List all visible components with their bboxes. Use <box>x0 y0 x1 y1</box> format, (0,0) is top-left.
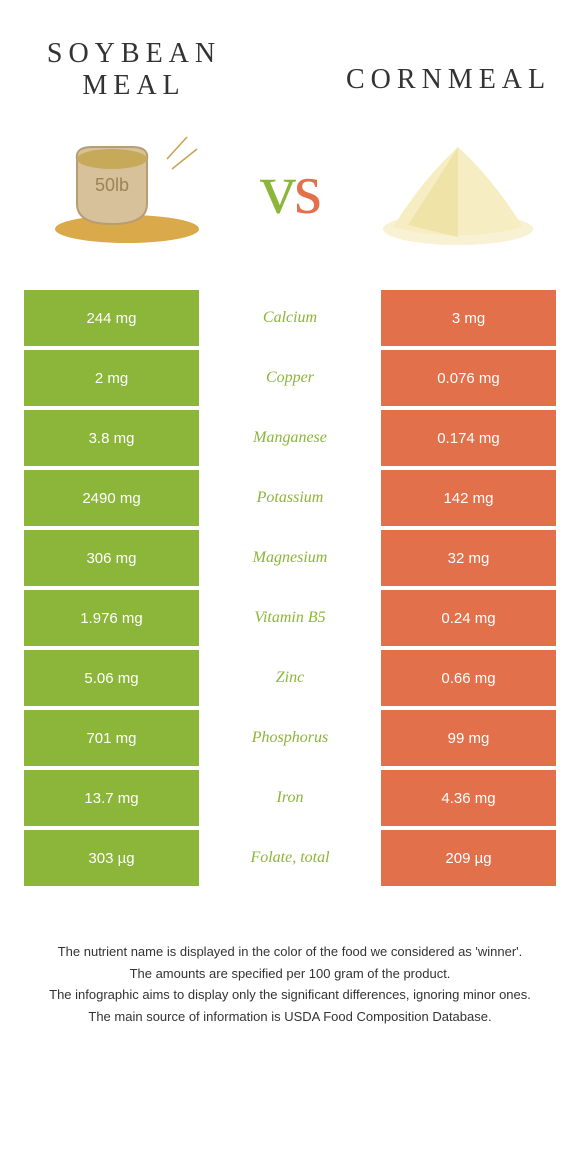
right-value-cell: 3 mg <box>381 290 556 346</box>
table-row: 3.8 mgManganese0.174 mg <box>24 410 556 466</box>
svg-text:50lb: 50lb <box>95 175 129 195</box>
soybean-meal-image: 50lb <box>32 124 212 254</box>
table-row: 13.7 mgIron4.36 mg <box>24 770 556 826</box>
right-value-cell: 142 mg <box>381 470 556 526</box>
table-row: 5.06 mgZinc0.66 mg <box>24 650 556 706</box>
right-value-cell: 0.24 mg <box>381 590 556 646</box>
left-food-title: Soybean meal <box>34 38 234 102</box>
footer-line-1: The nutrient name is displayed in the co… <box>34 942 546 962</box>
table-row: 244 mgCalcium3 mg <box>24 290 556 346</box>
right-value-cell: 4.36 mg <box>381 770 556 826</box>
nutrient-name-cell: Copper <box>199 350 381 406</box>
table-row: 2 mgCopper0.076 mg <box>24 350 556 406</box>
right-food-title: Cornmeal <box>346 64 546 96</box>
nutrient-name-cell: Phosphorus <box>199 710 381 766</box>
vs-label: vs <box>260 148 320 231</box>
table-row: 306 mgMagnesium32 mg <box>24 530 556 586</box>
header-row: Soybean meal Cornmeal <box>24 20 556 112</box>
cornmeal-pile-icon <box>373 129 543 249</box>
nutrient-name-cell: Iron <box>199 770 381 826</box>
table-row: 2490 mgPotassium142 mg <box>24 470 556 526</box>
footer-text: The nutrient name is displayed in the co… <box>24 942 556 1026</box>
nutrient-name-cell: Potassium <box>199 470 381 526</box>
left-value-cell: 1.976 mg <box>24 590 199 646</box>
nutrient-name-cell: Manganese <box>199 410 381 466</box>
left-value-cell: 701 mg <box>24 710 199 766</box>
right-value-cell: 209 µg <box>381 830 556 886</box>
right-value-cell: 0.076 mg <box>381 350 556 406</box>
vs-s-letter: s <box>294 149 320 229</box>
right-value-cell: 0.174 mg <box>381 410 556 466</box>
table-row: 701 mgPhosphorus99 mg <box>24 710 556 766</box>
soybean-sack-icon: 50lb <box>37 129 207 249</box>
right-value-cell: 32 mg <box>381 530 556 586</box>
left-value-cell: 5.06 mg <box>24 650 199 706</box>
left-value-cell: 2490 mg <box>24 470 199 526</box>
footer-line-2: The amounts are specified per 100 gram o… <box>34 964 546 984</box>
left-value-cell: 303 µg <box>24 830 199 886</box>
table-row: 1.976 mgVitamin B50.24 mg <box>24 590 556 646</box>
nutrient-name-cell: Vitamin B5 <box>199 590 381 646</box>
table-row: 303 µgFolate, total209 µg <box>24 830 556 886</box>
vs-row: 50lb vs <box>24 112 556 290</box>
comparison-table: 244 mgCalcium3 mg2 mgCopper0.076 mg3.8 m… <box>24 290 556 886</box>
nutrient-name-cell: Calcium <box>199 290 381 346</box>
left-value-cell: 13.7 mg <box>24 770 199 826</box>
left-value-cell: 3.8 mg <box>24 410 199 466</box>
right-value-cell: 99 mg <box>381 710 556 766</box>
left-value-cell: 2 mg <box>24 350 199 406</box>
nutrient-name-cell: Folate, total <box>199 830 381 886</box>
right-value-cell: 0.66 mg <box>381 650 556 706</box>
cornmeal-image <box>368 124 548 254</box>
left-value-cell: 306 mg <box>24 530 199 586</box>
footer-line-4: The main source of information is USDA F… <box>34 1007 546 1027</box>
left-value-cell: 244 mg <box>24 290 199 346</box>
nutrient-name-cell: Magnesium <box>199 530 381 586</box>
footer-line-3: The infographic aims to display only the… <box>34 985 546 1005</box>
nutrient-name-cell: Zinc <box>199 650 381 706</box>
vs-v-letter: v <box>260 149 294 229</box>
